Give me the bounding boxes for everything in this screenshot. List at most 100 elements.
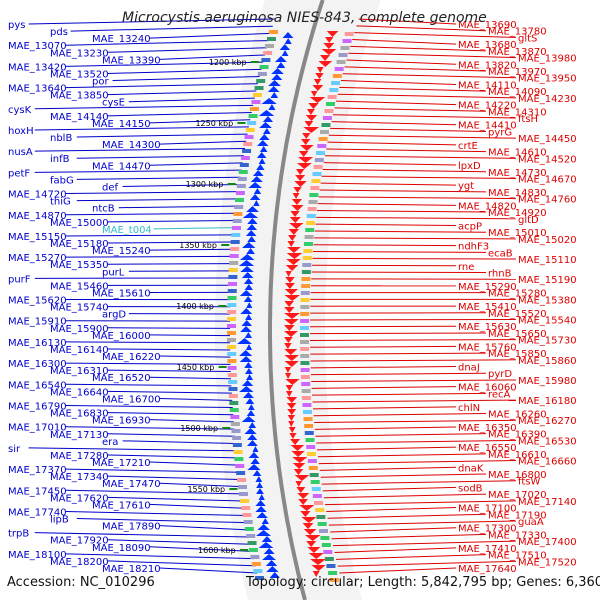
gene-label[interactable]: pyrG bbox=[488, 127, 512, 138]
gene-label[interactable]: MAE_13240 bbox=[92, 34, 151, 45]
gene-label[interactable]: MAE_15410 bbox=[458, 302, 517, 313]
gene-label[interactable]: MAE_16000 bbox=[92, 331, 151, 342]
gene-label[interactable]: MAE_13780 bbox=[488, 27, 547, 38]
gene-label[interactable]: rne bbox=[458, 262, 474, 273]
gene-label[interactable]: MAE_15650 bbox=[488, 329, 547, 340]
gene-label[interactable]: MAE_14300 bbox=[102, 140, 161, 151]
gene-label[interactable]: MAE_13850 bbox=[50, 91, 109, 102]
gene-label[interactable]: cysE bbox=[102, 98, 125, 109]
gene-label[interactable]: acpP bbox=[458, 221, 482, 232]
gene-label[interactable]: MAE_13680 bbox=[458, 40, 517, 51]
gene-label[interactable]: MAE_15280 bbox=[488, 289, 547, 300]
gene-label[interactable]: era bbox=[102, 437, 118, 448]
gene-label[interactable]: MAE_17450 bbox=[8, 486, 67, 497]
gene-label[interactable]: MAE_13980 bbox=[518, 54, 577, 65]
gene-label[interactable]: MAE_14140 bbox=[50, 112, 109, 123]
gene-label[interactable]: dnaJ bbox=[458, 363, 480, 374]
gene-label[interactable]: MAE_14090 bbox=[488, 87, 547, 98]
gene-label[interactable]: MAE_18090 bbox=[92, 543, 151, 554]
gene-label[interactable]: pys bbox=[8, 20, 25, 31]
gene-label[interactable]: ftsW bbox=[518, 477, 540, 488]
gene-label[interactable]: MAE_15110 bbox=[518, 255, 577, 266]
gene-label[interactable]: MAE_14760 bbox=[518, 195, 577, 206]
gene-label[interactable]: MAE_17610 bbox=[92, 500, 151, 511]
gene-label[interactable]: MAE_14410 bbox=[458, 121, 517, 132]
gene-label[interactable]: MAE_16610 bbox=[488, 450, 547, 461]
gene-label[interactable]: dnaK bbox=[458, 463, 484, 474]
gene-label[interactable]: MAE_15010 bbox=[488, 228, 547, 239]
gene-label[interactable]: MAE_17010 bbox=[8, 423, 67, 434]
gene-label[interactable]: MAE_16220 bbox=[102, 352, 161, 363]
gene-label[interactable]: MAE_14670 bbox=[518, 174, 577, 185]
gene-label[interactable]: MAE_17400 bbox=[518, 537, 577, 548]
gene-label[interactable]: MAE_17130 bbox=[50, 430, 109, 441]
gene-label[interactable]: MAE_14610 bbox=[488, 148, 547, 159]
gene-label[interactable]: MAE_15020 bbox=[518, 235, 577, 246]
gene-label[interactable]: MAE_16130 bbox=[8, 338, 67, 349]
gene-label[interactable]: MAE_16550 bbox=[458, 443, 517, 454]
gene-label[interactable]: purF bbox=[8, 274, 31, 285]
gene-label[interactable]: fabG bbox=[50, 175, 74, 186]
gene-label[interactable]: MAE_15150 bbox=[8, 232, 67, 243]
gene-label[interactable]: gltD bbox=[518, 215, 539, 226]
gene-label[interactable]: MAE_13390 bbox=[102, 55, 161, 66]
gene-label[interactable]: MAE_15630 bbox=[458, 322, 517, 333]
gene-label[interactable]: MAE_17300 bbox=[458, 524, 517, 535]
gene-label[interactable]: MAE_13950 bbox=[518, 74, 577, 85]
gene-label[interactable]: MAE_16140 bbox=[50, 345, 109, 356]
gene-label[interactable]: MAE_15610 bbox=[92, 288, 151, 299]
gene-label[interactable]: MAE_13820 bbox=[458, 60, 517, 71]
gene-label[interactable]: MAE_16310 bbox=[50, 366, 109, 377]
gene-label[interactable]: MAE_16350 bbox=[458, 423, 517, 434]
gene-label[interactable]: ecaB bbox=[488, 248, 513, 259]
gene-label[interactable]: MAE_16800 bbox=[488, 470, 547, 481]
gene-label[interactable]: MAE_16830 bbox=[50, 409, 109, 420]
gene-label[interactable]: MAE_16300 bbox=[8, 359, 67, 370]
gene-label[interactable]: MAE_13870 bbox=[488, 47, 547, 58]
gene-label[interactable]: MAE_15520 bbox=[488, 309, 547, 320]
gene-label[interactable]: MAE_15900 bbox=[50, 324, 109, 335]
gene-label[interactable]: MAE_15740 bbox=[50, 303, 109, 314]
gene-label[interactable]: MAE_15290 bbox=[458, 282, 517, 293]
gene-label[interactable]: ndhF3 bbox=[458, 242, 489, 253]
gene-label[interactable]: MAE_15270 bbox=[8, 253, 67, 264]
gene-label[interactable]: MAE_16930 bbox=[92, 416, 151, 427]
gene-label[interactable]: MAE_17100 bbox=[458, 504, 517, 515]
gene-label[interactable]: gltS bbox=[518, 33, 537, 44]
gene-label[interactable]: infB bbox=[50, 154, 70, 165]
gene-label[interactable]: def bbox=[102, 182, 119, 193]
gene-label[interactable]: sir bbox=[8, 444, 21, 455]
gene-label[interactable]: MAE_14820 bbox=[458, 201, 517, 212]
gene-label[interactable]: lipB bbox=[50, 515, 69, 526]
gene-label[interactable]: MAE_14720 bbox=[8, 190, 67, 201]
gene-label[interactable]: MAE_15860 bbox=[518, 356, 577, 367]
left-gene-labels[interactable]: pys pds MAE_13240 MAE_13070MAE_13230MAE_133… bbox=[8, 20, 161, 575]
gene-label[interactable]: guaA bbox=[518, 517, 544, 528]
gene-label[interactable]: MAE_16700 bbox=[102, 394, 161, 405]
gene-label[interactable]: MAE_t004 bbox=[102, 225, 152, 236]
gene-label[interactable]: MAE_17340 bbox=[50, 472, 109, 483]
gene-label[interactable]: MAE_17920 bbox=[50, 536, 109, 547]
gene-label[interactable]: MAE_15850 bbox=[488, 349, 547, 360]
gene-label[interactable]: MAE_15730 bbox=[518, 336, 577, 347]
gene-label[interactable]: MAE_17410 bbox=[458, 544, 517, 555]
gene-label[interactable]: MAE_15910 bbox=[8, 317, 67, 328]
gene-label[interactable]: argD bbox=[102, 310, 126, 321]
gene-label[interactable]: MAE_15980 bbox=[518, 376, 577, 387]
gene-label[interactable]: MAE_13070 bbox=[8, 41, 67, 52]
gene-label[interactable]: MAE_16520 bbox=[92, 373, 151, 384]
gene-label[interactable]: MAE_16530 bbox=[518, 436, 577, 447]
gene-label[interactable]: MAE_18100 bbox=[8, 550, 67, 561]
gene-label[interactable]: sodB bbox=[458, 483, 483, 494]
gene-label[interactable]: MAE_13230 bbox=[50, 48, 109, 59]
gene-label[interactable]: chlN bbox=[458, 403, 480, 414]
gene-label[interactable]: MAE_17640 bbox=[458, 564, 517, 575]
gene-label[interactable]: MAE_14150 bbox=[92, 119, 151, 130]
right-gene-labels[interactable]: MAE_13690MAE_13780gltSMAE_13680MAE_13870… bbox=[458, 20, 577, 575]
gene-label[interactable]: MAE_16640 bbox=[50, 387, 109, 398]
gene-label[interactable]: MAE_15180 bbox=[50, 239, 109, 250]
gene-label[interactable]: MAE_16540 bbox=[8, 380, 67, 391]
gene-label[interactable]: por bbox=[92, 77, 109, 88]
gene-label[interactable]: pyrD bbox=[488, 369, 512, 380]
gene-label[interactable]: MAE_13970 bbox=[488, 67, 547, 78]
